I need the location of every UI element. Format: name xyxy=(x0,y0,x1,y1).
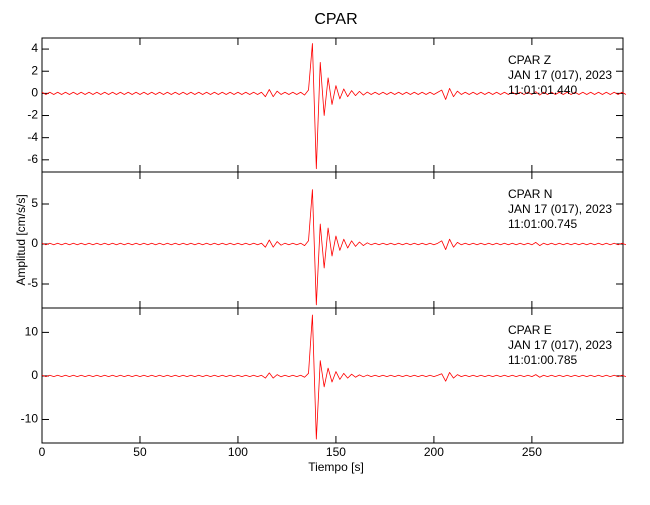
y-tick-label: 4 xyxy=(31,41,38,55)
chart-title: CPAR xyxy=(314,11,357,28)
y-tick-label: -10 xyxy=(21,412,39,426)
trace xyxy=(41,43,627,170)
annotation: CPAR Z xyxy=(508,53,551,67)
annotation: 11:01:00.785 xyxy=(508,353,578,367)
x-tick-label: 50 xyxy=(133,445,147,459)
y-tick-label: 5 xyxy=(31,196,38,210)
y-tick-label: -5 xyxy=(27,276,38,290)
x-tick-label: 150 xyxy=(326,445,346,459)
annotation: CPAR E xyxy=(508,323,552,337)
y-tick-label: 2 xyxy=(31,63,38,77)
annotation: JAN 17 (017), 2023 xyxy=(508,68,612,82)
annotation: JAN 17 (017), 2023 xyxy=(508,202,612,216)
y-tick-label: 0 xyxy=(31,236,38,250)
annotation: 11:01:00.745 xyxy=(508,217,578,231)
annotation: 11:01:01.440 xyxy=(508,83,578,97)
x-tick-label: 250 xyxy=(522,445,542,459)
x-tick-label: 100 xyxy=(228,445,248,459)
trace xyxy=(41,314,627,440)
y-tick-label: 0 xyxy=(31,368,38,382)
y-tick-label: -6 xyxy=(27,152,38,166)
y-tick-label: -2 xyxy=(27,108,38,122)
y-tick-label: 0 xyxy=(31,86,38,100)
y-tick-label: 10 xyxy=(25,325,39,339)
x-tick-label: 0 xyxy=(39,445,46,459)
trace xyxy=(41,189,627,306)
annotation: CPAR N xyxy=(508,187,552,201)
x-axis-label: Tiempo [s] xyxy=(308,460,364,474)
annotation: JAN 17 (017), 2023 xyxy=(508,338,612,352)
y-axis-label: Amplitud [cm/s/s] xyxy=(14,194,28,285)
y-tick-label: -4 xyxy=(27,130,38,144)
x-tick-label: 200 xyxy=(424,445,444,459)
